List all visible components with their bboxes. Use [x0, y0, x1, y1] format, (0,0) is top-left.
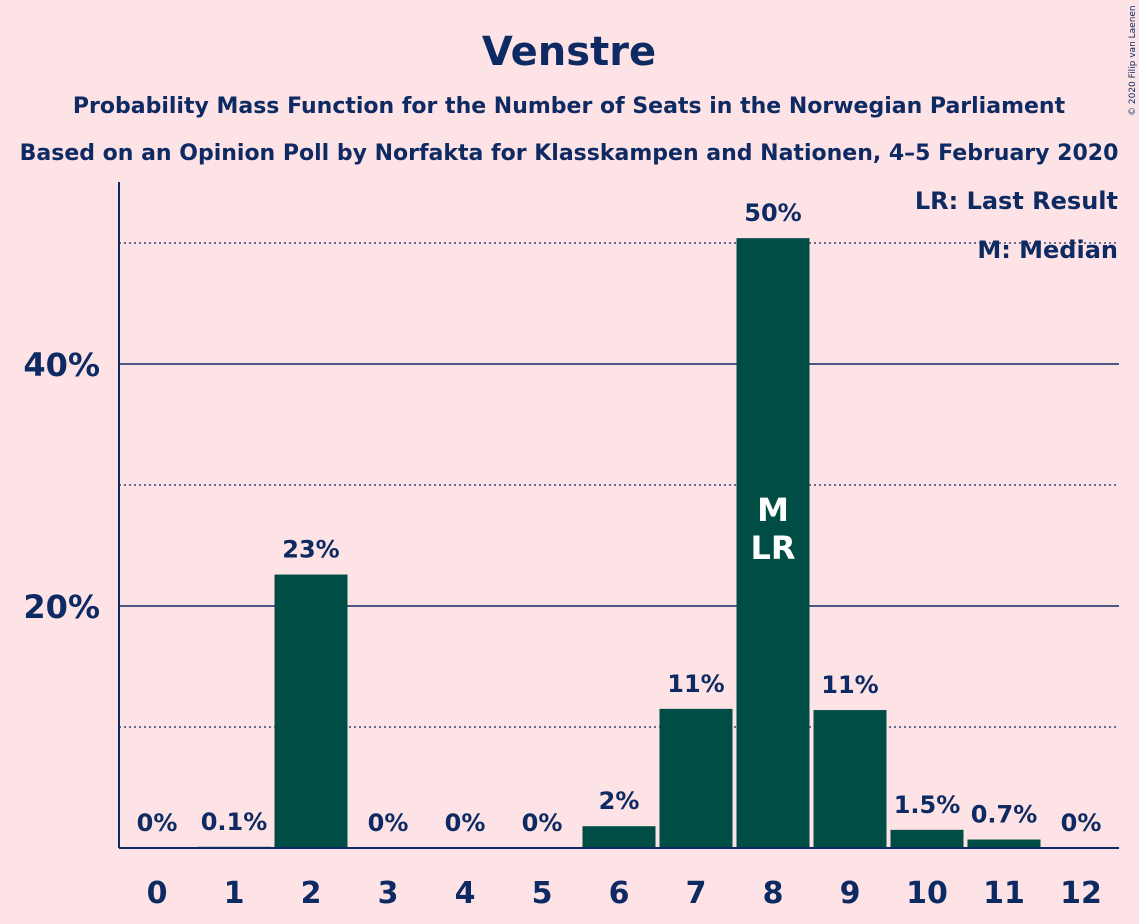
bar-7	[659, 708, 733, 848]
bar-6	[582, 826, 656, 848]
bar-9	[813, 710, 887, 848]
data-label-8: 50%	[744, 199, 801, 227]
gridlines	[119, 242, 1119, 728]
x-tick-label-0: 0	[147, 876, 168, 911]
data-label-9: 11%	[821, 671, 878, 699]
bars	[197, 238, 1041, 848]
y-tick-label: 20%	[23, 588, 100, 626]
x-tick-label-8: 8	[763, 876, 784, 911]
bar-10	[890, 829, 964, 848]
bar-annotation-lr: LR	[750, 529, 795, 567]
x-tick-label-1: 1	[224, 876, 245, 911]
bar-11	[967, 839, 1041, 848]
x-tick-label-4: 4	[455, 876, 476, 911]
data-label-2: 23%	[282, 536, 339, 564]
data-label-6: 2%	[599, 787, 640, 815]
data-label-12: 0%	[1061, 809, 1102, 837]
x-tick-label-9: 9	[840, 876, 861, 911]
x-tick-labels: 0 1 2 3 4 5 6 7 8 9 10 11 12	[147, 876, 1102, 911]
x-tick-label-12: 12	[1060, 876, 1102, 911]
data-labels: 0% 0.1% 23% 0% 0% 0% 2% 11% 50% 11% 1.5% 0.7% 0%	[137, 199, 1102, 837]
chart-subtitle-1: Probability Mass Function for the Number…	[73, 94, 1066, 119]
bar-annotation-m: M	[757, 491, 789, 529]
data-label-11: 0.7%	[971, 801, 1038, 829]
bar-8	[736, 238, 810, 848]
x-tick-label-7: 7	[686, 876, 707, 911]
chart-subtitle-2: Based on an Opinion Poll by Norfakta for…	[20, 141, 1119, 166]
legend-median: M: Median	[977, 236, 1118, 264]
x-tick-label-2: 2	[301, 876, 322, 911]
data-label-7: 11%	[667, 670, 724, 698]
data-label-3: 0%	[368, 809, 409, 837]
data-label-5: 0%	[522, 809, 563, 837]
y-tick-label: 40%	[23, 346, 100, 384]
x-tick-label-5: 5	[532, 876, 553, 911]
x-tick-label-3: 3	[378, 876, 399, 911]
legend-last-result: LR: Last Result	[915, 187, 1118, 215]
bar-annotations: MLR	[750, 491, 795, 567]
bar-2	[274, 574, 348, 848]
data-label-4: 0%	[445, 809, 486, 837]
data-label-0: 0%	[137, 809, 178, 837]
copyright-notice: © 2020 Filip van Laenen	[1128, 5, 1138, 116]
x-tick-label-10: 10	[906, 876, 948, 911]
data-label-1: 0.1%	[201, 808, 268, 836]
chart-title: Venstre	[482, 29, 656, 75]
y-tick-labels: 20% 40%	[23, 346, 100, 626]
x-tick-label-11: 11	[983, 876, 1025, 911]
data-label-10: 1.5%	[894, 791, 961, 819]
x-tick-label-6: 6	[609, 876, 630, 911]
